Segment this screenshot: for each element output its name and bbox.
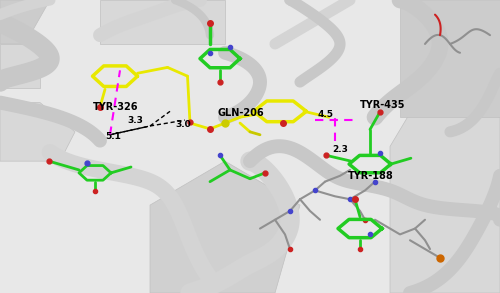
Text: 5.1: 5.1 — [105, 132, 121, 141]
Text: TYR-435: TYR-435 — [360, 100, 406, 110]
Text: 2.3: 2.3 — [332, 145, 348, 154]
Polygon shape — [400, 0, 500, 117]
Text: TYR-188: TYR-188 — [348, 171, 393, 181]
Polygon shape — [0, 103, 75, 161]
Text: 3.0: 3.0 — [175, 120, 191, 130]
Text: GLN-206: GLN-206 — [218, 108, 264, 118]
Polygon shape — [100, 0, 225, 44]
Polygon shape — [0, 44, 40, 88]
Polygon shape — [0, 0, 50, 44]
Text: 3.3: 3.3 — [128, 116, 144, 125]
Text: 4.5: 4.5 — [318, 110, 334, 119]
Text: TYR-326: TYR-326 — [92, 102, 138, 112]
Polygon shape — [150, 161, 300, 293]
Polygon shape — [390, 88, 500, 293]
